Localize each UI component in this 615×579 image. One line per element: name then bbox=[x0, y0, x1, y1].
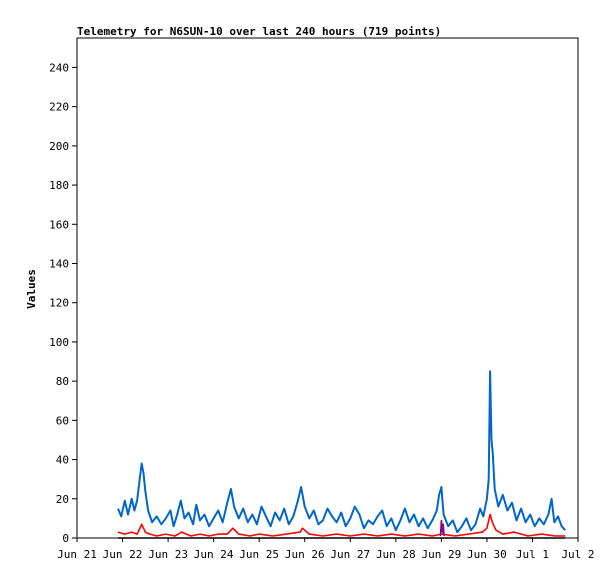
x-tick-label: Jun 29 bbox=[421, 548, 461, 561]
x-tick-label: Jun 30 bbox=[467, 548, 507, 561]
y-axis-label: Values bbox=[25, 269, 38, 309]
x-axis-ticks: Jun 21 Jun 22 Jun 23 Jun 24 Jun 25 Jun 26 Jun … bbox=[57, 538, 595, 561]
x-tick-label: Jun 25 bbox=[239, 548, 279, 561]
x-tick-label: Jun 26 bbox=[285, 548, 325, 561]
x-tick-label: Jun 27 bbox=[330, 548, 370, 561]
y-tick-label: 20 bbox=[56, 493, 69, 506]
y-tick-label: 120 bbox=[49, 297, 69, 310]
plot-frame bbox=[76, 37, 579, 539]
y-tick-label: 0 bbox=[62, 532, 69, 545]
series-line-1 bbox=[117, 370, 566, 534]
series-line-3 bbox=[439, 519, 445, 537]
series-line-2 bbox=[117, 513, 566, 537]
y-tick-label: 160 bbox=[49, 218, 69, 231]
x-tick-label: Jul 2 bbox=[561, 548, 594, 561]
x-tick-label: Jun 28 bbox=[376, 548, 416, 561]
x-tick-label: Jun 21 bbox=[57, 548, 97, 561]
x-tick-label: Jul 1 bbox=[516, 548, 549, 561]
series-group bbox=[117, 370, 566, 539]
x-tick-label: Jun 23 bbox=[148, 548, 188, 561]
y-tick-label: 100 bbox=[49, 336, 69, 349]
y-tick-label: 200 bbox=[49, 140, 69, 153]
y-tick-label: 180 bbox=[49, 179, 69, 192]
x-tick-label: Jun 24 bbox=[194, 548, 234, 561]
y-tick-label: 240 bbox=[49, 61, 69, 74]
y-tick-label: 140 bbox=[49, 257, 69, 270]
y-tick-label: 80 bbox=[56, 375, 69, 388]
y-tick-label: 60 bbox=[56, 414, 69, 427]
x-tick-label: Jun 22 bbox=[103, 548, 143, 561]
y-axis-ticks: 0 20 40 60 80 100 120 140 160 180 200 220 240 bbox=[49, 61, 77, 545]
y-tick-label: 220 bbox=[49, 101, 69, 114]
y-tick-label: 40 bbox=[56, 454, 69, 467]
chart-title: Telemetry for N6SUN-10 over last 240 hou… bbox=[77, 25, 441, 38]
